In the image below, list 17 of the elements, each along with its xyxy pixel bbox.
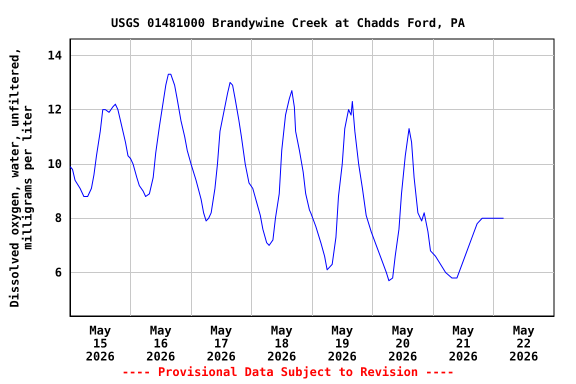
- y-tick-label: 12: [48, 102, 62, 117]
- chart-title: USGS 01481000 Brandywine Creek at Chadds Ford, PA: [110, 16, 466, 30]
- y-tick-label: 8: [54, 211, 62, 226]
- text: ---- Provisional Data Subject to Revision ----: [122, 365, 454, 379]
- x-tick-label: May 20 2026: [388, 324, 418, 364]
- y-tick-label: 14: [48, 48, 62, 62]
- y-tick-label: 10: [48, 156, 62, 171]
- y-axis-title: Dissolved oxygen, water, unfiltered, milligrams per liter: [8, 47, 34, 308]
- line-series: [70, 74, 504, 282]
- x-tick-label: May 19 2026: [328, 324, 357, 364]
- x-tick-label: May 21 2026: [448, 324, 478, 364]
- x-tick-label: May 17 2026: [206, 324, 236, 364]
- x-tick-label: May 15 2026: [86, 324, 115, 364]
- x-tick-label: May 18 2026: [267, 324, 296, 364]
- x-tick-label: May 16 2026: [146, 324, 176, 364]
- x-tick-label: May 22 2026: [509, 324, 538, 364]
- y-tick-label: 6: [54, 266, 62, 280]
